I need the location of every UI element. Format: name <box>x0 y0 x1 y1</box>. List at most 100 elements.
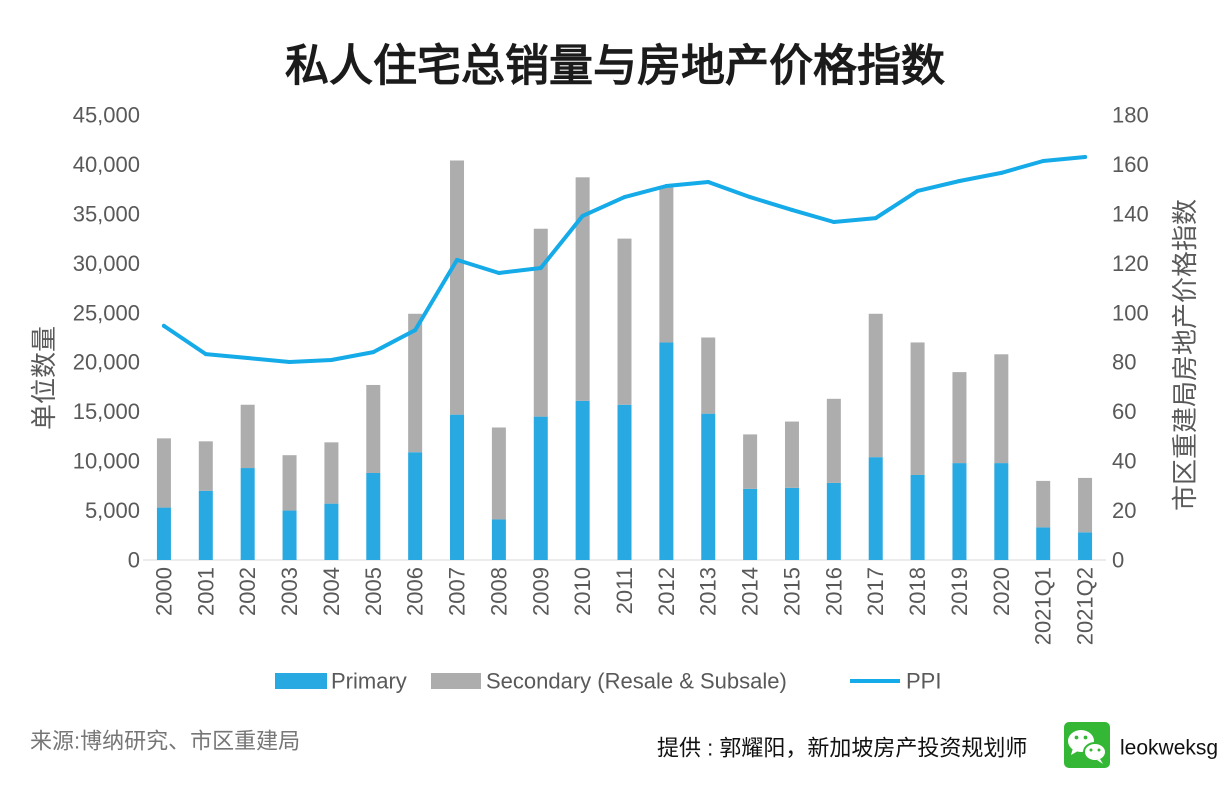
y2-tick-label: 120 <box>1112 251 1149 276</box>
bar-secondary-2003 <box>282 455 297 511</box>
y-tick-label: 30,000 <box>73 251 140 276</box>
bar-primary-2020 <box>994 463 1009 560</box>
bar-primary-2005 <box>366 472 381 560</box>
ppi-series-group <box>161 155 1088 364</box>
ppi-point-2020 <box>999 170 1004 175</box>
y-tick-label: 5,000 <box>85 498 140 523</box>
y2-tick-label: 80 <box>1112 350 1136 375</box>
legend-label-ppi: PPI <box>906 669 941 694</box>
bar-primary-2003 <box>282 510 297 560</box>
bar-secondary-2014 <box>743 434 758 489</box>
bar-secondary-2021Q2 <box>1078 477 1093 533</box>
y-tick-label: 15,000 <box>73 399 140 424</box>
y2-tick-label: 160 <box>1112 152 1149 177</box>
y2-tick-label: 20 <box>1112 498 1136 523</box>
ppi-point-2021Q1 <box>1041 158 1046 163</box>
bar-secondary-2000 <box>156 438 171 508</box>
y2-axis-title: 市区重建局房地产价格指数 <box>1170 199 1200 511</box>
x-tick-label: 2019 <box>947 567 972 616</box>
bar-secondary-2015 <box>784 421 799 488</box>
bar-primary-2021Q2 <box>1078 532 1093 560</box>
x-tick-label: 2014 <box>738 567 763 616</box>
x-tick-label: 2020 <box>989 567 1014 616</box>
x-tick-label: 2021Q1 <box>1031 567 1056 645</box>
ppi-point-2013 <box>706 179 711 184</box>
ppi-point-2014 <box>748 195 753 200</box>
bar-primary-2019 <box>952 463 967 560</box>
x-tick-label: 2010 <box>570 567 595 616</box>
bar-primary-2011 <box>617 404 632 560</box>
x-tick-label: 2013 <box>696 567 721 616</box>
bar-primary-2004 <box>324 503 339 560</box>
bar-secondary-2009 <box>533 228 548 417</box>
bar-primary-2018 <box>910 474 925 560</box>
bar-secondary-2020 <box>994 354 1009 464</box>
bar-secondary-2017 <box>868 313 883 458</box>
y2-tick-label: 100 <box>1112 300 1149 325</box>
ppi-point-2000 <box>161 323 166 328</box>
bar-primary-2021Q1 <box>1036 527 1051 560</box>
bar-primary-2009 <box>533 416 548 560</box>
ppi-point-2007 <box>455 257 460 262</box>
ppi-point-2018 <box>915 188 920 193</box>
ppi-point-2011 <box>622 195 627 200</box>
bar-primary-2012 <box>659 342 674 560</box>
bar-secondary-2018 <box>910 342 925 475</box>
bar-primary-2010 <box>575 400 590 560</box>
x-tick-label: 2003 <box>277 567 302 616</box>
y-tick-label: 35,000 <box>73 201 140 226</box>
legend: Primary Secondary (Resale & Subsale) PPI <box>275 669 941 694</box>
y-axis-ticks: 0 5,000 10,000 15,000 20,000 25,000 30,000 35,0… <box>73 103 140 573</box>
y-tick-label: 40,000 <box>73 152 140 177</box>
y-tick-label: 10,000 <box>73 449 140 474</box>
bar-primary-2013 <box>701 413 716 560</box>
bar-secondary-2007 <box>450 160 465 415</box>
y-tick-label: 20,000 <box>73 350 140 375</box>
bar-primary-2001 <box>198 490 213 560</box>
y2-tick-label: 0 <box>1112 548 1124 573</box>
legend-swatch-secondary <box>431 673 481 689</box>
ppi-point-2009 <box>538 266 543 271</box>
x-tick-label: 2005 <box>361 567 386 616</box>
ppi-point-2002 <box>245 356 250 361</box>
credit-note: 提供 : 郭耀阳，新加坡房产投资规划师 <box>657 736 1027 761</box>
bar-primary-2006 <box>408 452 423 560</box>
source-note: 来源:博纳研究、市区重建局 <box>30 729 300 754</box>
y-tick-label: 25,000 <box>73 300 140 325</box>
bar-secondary-2016 <box>826 398 841 483</box>
bar-primary-2008 <box>491 519 506 560</box>
bar-secondary-2011 <box>617 238 632 405</box>
ppi-point-2010 <box>580 213 585 218</box>
bar-secondary-2012 <box>659 186 674 343</box>
bar-primary-2014 <box>743 488 758 560</box>
ppi-point-2001 <box>203 352 208 357</box>
ppi-point-2016 <box>831 220 836 225</box>
ppi-point-2017 <box>873 216 878 221</box>
x-tick-label: 2002 <box>235 567 260 616</box>
x-tick-label: 2011 <box>612 567 637 614</box>
x-tick-label: 2012 <box>654 567 679 616</box>
x-tick-label: 2008 <box>486 567 511 616</box>
bar-secondary-2001 <box>198 441 213 491</box>
bar-secondary-2004 <box>324 442 339 504</box>
y2-tick-label: 60 <box>1112 399 1136 424</box>
wechat-handle: leokweksg <box>1120 737 1218 760</box>
x-tick-label: 2006 <box>403 567 428 616</box>
x-tick-label: 2017 <box>863 567 888 616</box>
bar-secondary-2008 <box>491 427 506 520</box>
ppi-point-2015 <box>789 207 794 212</box>
bar-primary-2016 <box>826 482 841 560</box>
y2-axis-ticks: 0 20 40 60 80 100 120 140 160 180 <box>1112 103 1149 573</box>
y-tick-label: 45,000 <box>73 103 140 128</box>
chart-title: 私人住宅总销量与房地产价格指数 <box>285 42 945 91</box>
x-tick-label: 2004 <box>319 567 344 616</box>
wechat-icon <box>1064 722 1110 768</box>
ppi-point-2004 <box>329 357 334 362</box>
ppi-point-2012 <box>664 183 669 188</box>
bar-primary-2000 <box>156 507 171 560</box>
x-tick-label: 2015 <box>780 567 805 616</box>
x-axis-ticks: 2000 2001 2002 2003 2004 2005 2006 2007 2008 2009… <box>151 567 1097 645</box>
bar-secondary-2013 <box>701 337 716 414</box>
bar-primary-2007 <box>450 414 465 560</box>
